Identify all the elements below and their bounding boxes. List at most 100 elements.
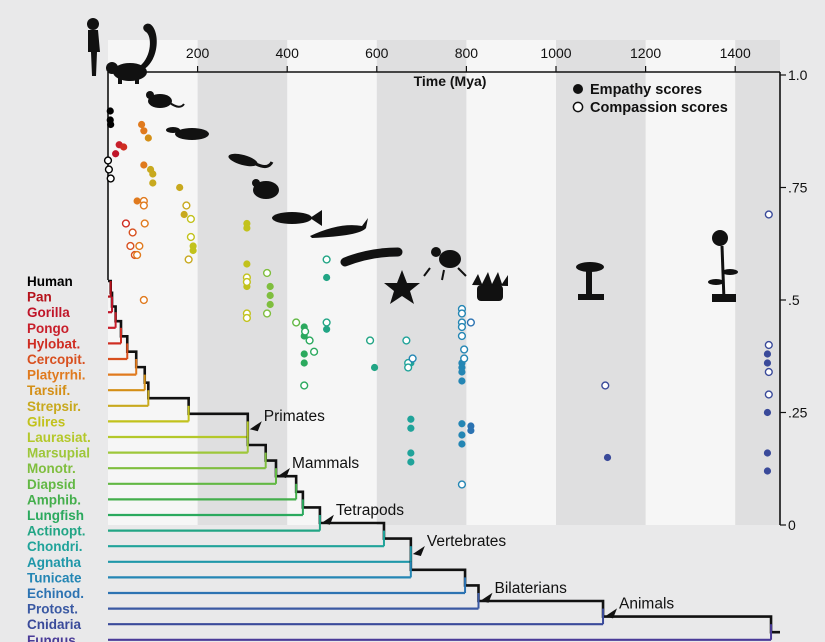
phylogenetic-tree <box>108 279 780 641</box>
taxon-label: Cercopit. <box>27 352 86 367</box>
taxon-label: Monotr. <box>27 461 76 476</box>
empathy-point <box>243 224 251 232</box>
clade-pointer-icon <box>278 468 290 478</box>
compassion-point <box>457 331 467 341</box>
beetle-icon <box>423 247 467 281</box>
clade-labels: Primates Mammals Tetrapods Vertebrates Bilat… <box>249 408 674 619</box>
y-tick-label: .75 <box>788 180 808 196</box>
compassion-point <box>408 354 417 363</box>
compassion-point <box>457 480 467 489</box>
compassion-point <box>139 201 148 210</box>
empathy-point <box>149 170 157 178</box>
legend: Empathy scores Compassion scores <box>572 82 728 116</box>
taxon-label: Laurasiat. <box>27 430 91 445</box>
taxon-label: Protost. <box>27 602 78 617</box>
lamprey-icon <box>340 247 403 267</box>
legend-empathy-label: Empathy scores <box>590 82 702 98</box>
grid-band-3 <box>735 40 780 525</box>
clade-label: Tetrapods <box>336 502 404 519</box>
taxon-label: Tarsiif. <box>27 383 70 398</box>
empathy-point <box>106 107 114 115</box>
compassion-point <box>106 174 115 183</box>
shark-icon <box>310 218 368 238</box>
taxon-label: Lungfish <box>27 508 84 523</box>
taxon-label: Tunicate <box>27 570 82 585</box>
taxon-label: Chondri. <box>27 539 83 554</box>
empathy-point <box>763 359 772 367</box>
empathy-point <box>266 291 274 300</box>
legend-empathy-marker <box>573 84 583 94</box>
compassion-point <box>242 277 251 287</box>
compassion-point <box>309 347 319 356</box>
anemone-icon <box>472 272 508 301</box>
compassion-point <box>140 219 149 228</box>
taxon-label: Echinod. <box>27 586 84 601</box>
taxon-label: Actinopt. <box>27 524 86 539</box>
clade-label: Bilaterians <box>494 580 567 597</box>
compassion-point <box>764 367 773 377</box>
taxon-label: Marsupial <box>27 446 90 461</box>
compassion-point <box>135 241 144 251</box>
score-points <box>103 107 773 489</box>
empathy-point <box>458 440 466 448</box>
empathy-point <box>407 415 415 423</box>
compassion-point <box>305 336 314 345</box>
taxon-label: Amphib. <box>27 492 81 507</box>
empathy-point <box>144 134 152 142</box>
taxon-label: Gorilla <box>27 305 70 320</box>
compassion-point <box>300 381 309 390</box>
x-tick-label: 600 <box>365 45 389 61</box>
compassion-point <box>457 309 467 318</box>
x-tick-label: 800 <box>455 45 479 61</box>
empathy-point <box>300 359 308 367</box>
empathy-point <box>140 161 148 169</box>
compassion-point <box>601 381 610 390</box>
empathy-point <box>107 120 115 129</box>
y-tick-label: .5 <box>788 292 800 308</box>
empathy-point <box>458 420 466 428</box>
grid-band-2 <box>556 40 646 525</box>
empathy-point <box>323 273 331 282</box>
empathy-point <box>266 282 274 291</box>
x-tick-labels: 200 400 600 800 1000 1200 1400 <box>186 45 751 61</box>
empathy-point <box>407 449 415 457</box>
taxon-label: Agnatha <box>27 555 81 570</box>
legend-compassion-marker <box>572 101 584 113</box>
y-tick-label: 1.0 <box>788 67 808 83</box>
taxon-label: Strepsir. <box>27 399 81 414</box>
compassion-point <box>460 345 469 354</box>
clade-pointer-icon <box>412 546 425 556</box>
empathy-point <box>266 300 274 309</box>
fish-icon <box>272 210 322 226</box>
grid-band-0 <box>197 40 288 525</box>
compassion-point <box>402 336 411 345</box>
empathy-point <box>763 408 772 417</box>
taxon-label: Platyrrhi. <box>27 368 86 383</box>
taxon-labels: HumanPanGorillaPongoHylobat.Cercopit.Pla… <box>27 274 91 642</box>
empathy-point <box>323 325 331 333</box>
compassion-point <box>764 390 773 399</box>
frog-icon <box>252 179 279 199</box>
compassion-point <box>103 156 113 165</box>
compassion-point <box>457 322 467 332</box>
compassion-point <box>460 354 469 363</box>
compassion-point <box>121 219 131 228</box>
empathy-point <box>149 179 157 187</box>
empathy-point <box>300 350 308 358</box>
compassion-point <box>292 318 301 327</box>
compassion-point <box>322 318 331 327</box>
empathy-point <box>189 246 197 255</box>
compassion-point <box>262 268 272 278</box>
clade-pointer-icon <box>249 421 262 432</box>
compassion-point <box>104 165 113 174</box>
x-axis-label: Time (Mya) <box>414 73 487 89</box>
compassion-point <box>365 336 375 345</box>
lemur-icon <box>106 23 157 84</box>
compassion-point <box>182 201 191 210</box>
x-tick-label: 1200 <box>630 45 661 61</box>
compassion-point <box>139 295 148 305</box>
empathy-point <box>140 127 148 135</box>
legend-compassion-label: Compassion scores <box>590 100 728 116</box>
empathy-point <box>112 150 120 158</box>
